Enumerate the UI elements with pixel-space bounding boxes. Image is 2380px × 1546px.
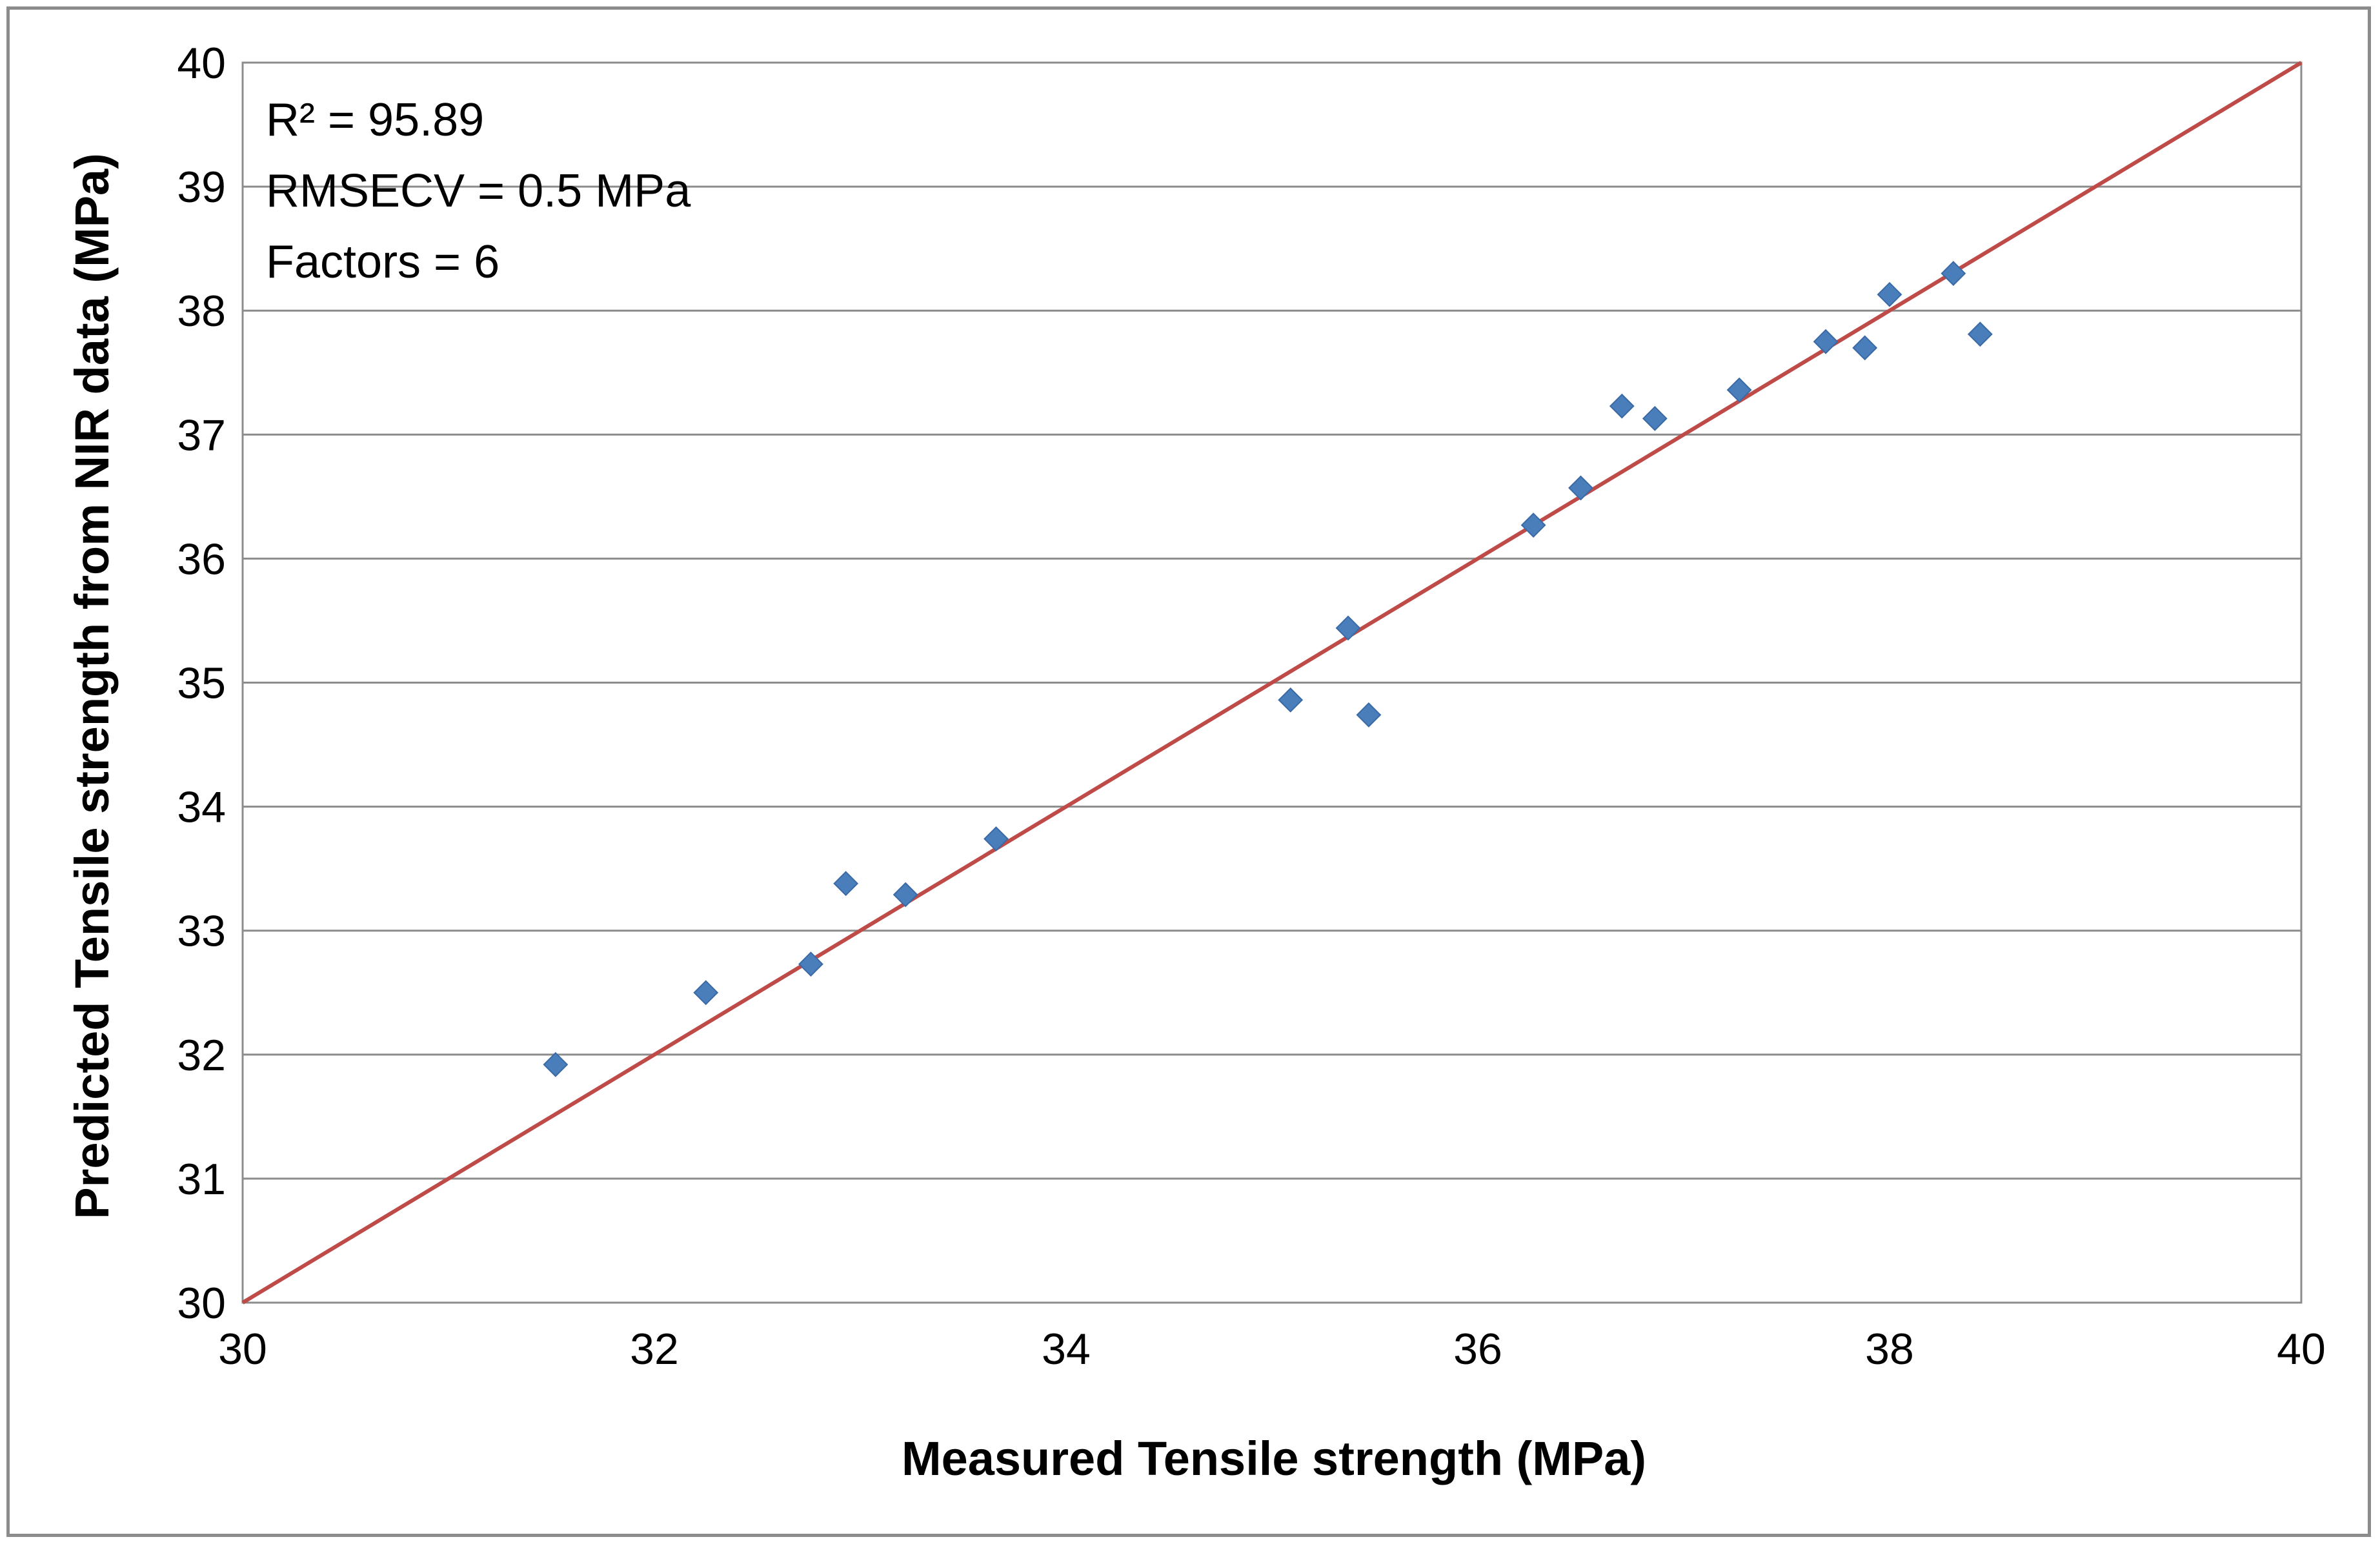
y-tick-label: 34	[177, 783, 226, 832]
x-tick-label: 34	[1042, 1325, 1091, 1374]
plot-area	[241, 61, 2303, 1304]
y-tick-labels: 30 31 32 33 34 35 36 37 38 39 40	[177, 39, 226, 1328]
rmsecv-label: RMSECV = 0.5 MPa	[266, 165, 691, 217]
data-point	[983, 826, 1009, 851]
y-tick-label: 38	[177, 287, 226, 336]
data-point	[892, 882, 918, 908]
y-tick-label: 37	[177, 411, 226, 460]
data-point	[1877, 281, 1902, 307]
y-tick-label: 36	[177, 534, 226, 584]
y-tick-label: 30	[177, 1279, 226, 1328]
y-axis-title: Predicted Tensile strength from NIR data…	[65, 153, 119, 1219]
x-tick-labels: 30 32 34 36 38 40	[218, 1325, 2326, 1374]
y-tick-label: 32	[177, 1031, 226, 1080]
chart-frame	[6, 6, 2371, 1537]
y-tick-label: 39	[177, 163, 226, 212]
data-point	[1520, 513, 1546, 538]
data-point	[1967, 321, 1993, 347]
data-point	[1642, 405, 1668, 431]
y-tick-label: 31	[177, 1155, 226, 1204]
factors-label: Factors = 6	[266, 236, 499, 288]
x-tick-label: 32	[630, 1325, 679, 1374]
data-point	[1813, 329, 1839, 354]
data-point	[1335, 615, 1361, 641]
data-point	[693, 980, 719, 1006]
data-point	[1852, 335, 1878, 361]
data-point	[833, 871, 859, 897]
x-tick-label: 40	[2277, 1325, 2326, 1374]
x-tick-label: 30	[218, 1325, 267, 1374]
data-point	[543, 1052, 569, 1077]
r-squared-label: R² = 95.89	[266, 94, 484, 146]
y-tick-label: 40	[177, 39, 226, 88]
stats-annotation: R² = 95.89 RMSECV = 0.5 MPa Factors = 6	[266, 94, 691, 288]
data-point	[1941, 261, 1966, 286]
data-point	[1609, 393, 1635, 419]
data-point	[1278, 687, 1304, 713]
x-tick-label: 38	[1865, 1325, 1914, 1374]
data-points	[543, 261, 1993, 1077]
data-point	[1568, 475, 1593, 501]
y-tick-label: 33	[177, 907, 226, 956]
x-axis-title: Measured Tensile strength (MPa)	[902, 1432, 1646, 1485]
x-tick-label: 36	[1453, 1325, 1502, 1374]
data-point	[798, 951, 823, 977]
data-point	[1356, 702, 1382, 727]
data-point	[1726, 377, 1752, 403]
y-tick-label: 35	[177, 659, 226, 708]
